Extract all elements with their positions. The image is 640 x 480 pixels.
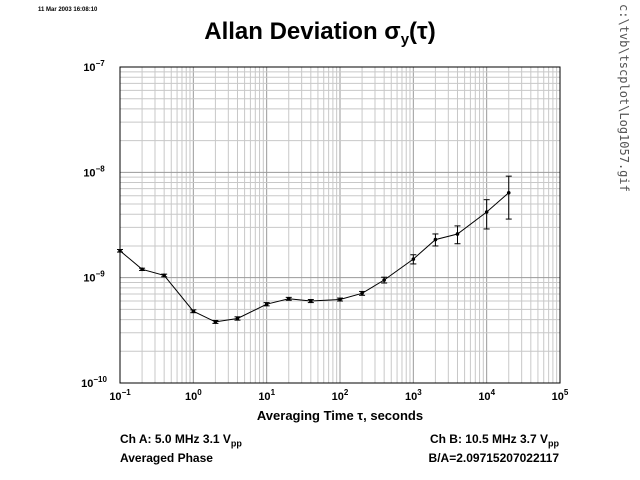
x-tick-label-exponent: 3 <box>417 388 422 397</box>
y-tick-label-base: 10 <box>81 378 93 390</box>
y-tick-label: 10−7 <box>83 59 105 74</box>
x-axis-label: Averaging Time τ, seconds <box>256 408 424 423</box>
x-tick-label-base: 10 <box>185 391 197 403</box>
x-tick-label-exponent: 4 <box>491 388 496 397</box>
y-tick-label-base: 10 <box>83 62 95 74</box>
data-point <box>118 248 122 253</box>
channel-b-text: Ch B: 10.5 MHz 3.7 V <box>429 432 548 446</box>
chart-title-tail: (τ) <box>409 18 436 45</box>
data-point <box>213 320 218 324</box>
y-tick-label-exponent: −9 <box>96 270 106 279</box>
x-tick-label-base: 10 <box>332 391 344 403</box>
data-point <box>411 257 416 261</box>
x-tick-label-exponent: −1 <box>122 388 132 397</box>
x-tick-label: 100 <box>185 388 202 403</box>
plot-frame <box>119 66 561 384</box>
data-point <box>191 309 196 314</box>
y-tick-label-exponent: −10 <box>93 375 107 384</box>
channel-a-vpp: pp <box>230 438 242 449</box>
channel-b-info: Ch B: 10.5 MHz 3.7 Vpp B/A=2.09715207022… <box>429 432 559 466</box>
data-point <box>286 297 291 301</box>
x-tick-label: 105 <box>552 388 569 403</box>
data-point <box>382 278 386 282</box>
x-tick-label-exponent: 1 <box>271 388 276 397</box>
data-series <box>117 175 512 324</box>
channel-b-vpp: pp <box>548 438 559 449</box>
x-tick-label: 104 <box>478 388 495 403</box>
data-point <box>484 210 489 214</box>
channel-a-text: Ch A: 5.0 MHz 3.1 V <box>120 432 231 446</box>
y-tick-label-base: 10 <box>83 273 95 285</box>
data-point <box>235 316 240 321</box>
x-tick-label-base: 10 <box>258 391 270 403</box>
y-tick-label: 10−10 <box>81 375 107 390</box>
x-tick-label: 103 <box>405 388 422 403</box>
y-tick-label: 10−9 <box>83 270 105 285</box>
ratio-readout: B/A=2.09715207022117 <box>428 451 559 466</box>
data-point <box>455 232 460 236</box>
data-point <box>360 291 364 296</box>
plot-grid <box>119 67 560 384</box>
x-tick-label: 102 <box>332 388 349 403</box>
x-tick-label-base: 10 <box>552 391 564 403</box>
y-tick-label-exponent: −8 <box>96 164 106 173</box>
chart-title-main: Allan Deviation σ <box>204 18 401 45</box>
x-tick-label-exponent: 5 <box>564 388 569 397</box>
x-tick-label-exponent: 0 <box>197 388 202 397</box>
series-line <box>119 192 510 323</box>
x-tick-label-base: 10 <box>405 391 417 403</box>
channel-a-info: Ch A: 5.0 MHz 3.1 Vpp Averaged Phase <box>120 432 242 466</box>
x-tick-label: 10−1 <box>109 388 131 403</box>
data-point <box>338 297 342 302</box>
chart-title: Allan Deviation σy(τ) <box>0 18 640 48</box>
data-point <box>140 267 144 272</box>
x-tick-label-base: 10 <box>478 391 490 403</box>
y-tick-label-exponent: −7 <box>96 59 106 68</box>
averaging-mode: Averaged Phase <box>120 451 213 466</box>
data-point <box>506 190 511 195</box>
data-point <box>433 237 438 242</box>
y-tick-label: 10−8 <box>83 164 105 179</box>
timestamp: 11 Mar 2003 16:08:10 <box>38 7 98 13</box>
x-tick-label: 101 <box>258 388 275 403</box>
chart-title-sub: y <box>400 31 410 48</box>
data-point <box>309 299 313 303</box>
data-point <box>162 273 166 278</box>
data-point <box>264 302 269 306</box>
x-tick-label-exponent: 2 <box>344 388 349 397</box>
y-tick-label-base: 10 <box>83 167 95 179</box>
x-tick-label-base: 10 <box>109 391 121 403</box>
